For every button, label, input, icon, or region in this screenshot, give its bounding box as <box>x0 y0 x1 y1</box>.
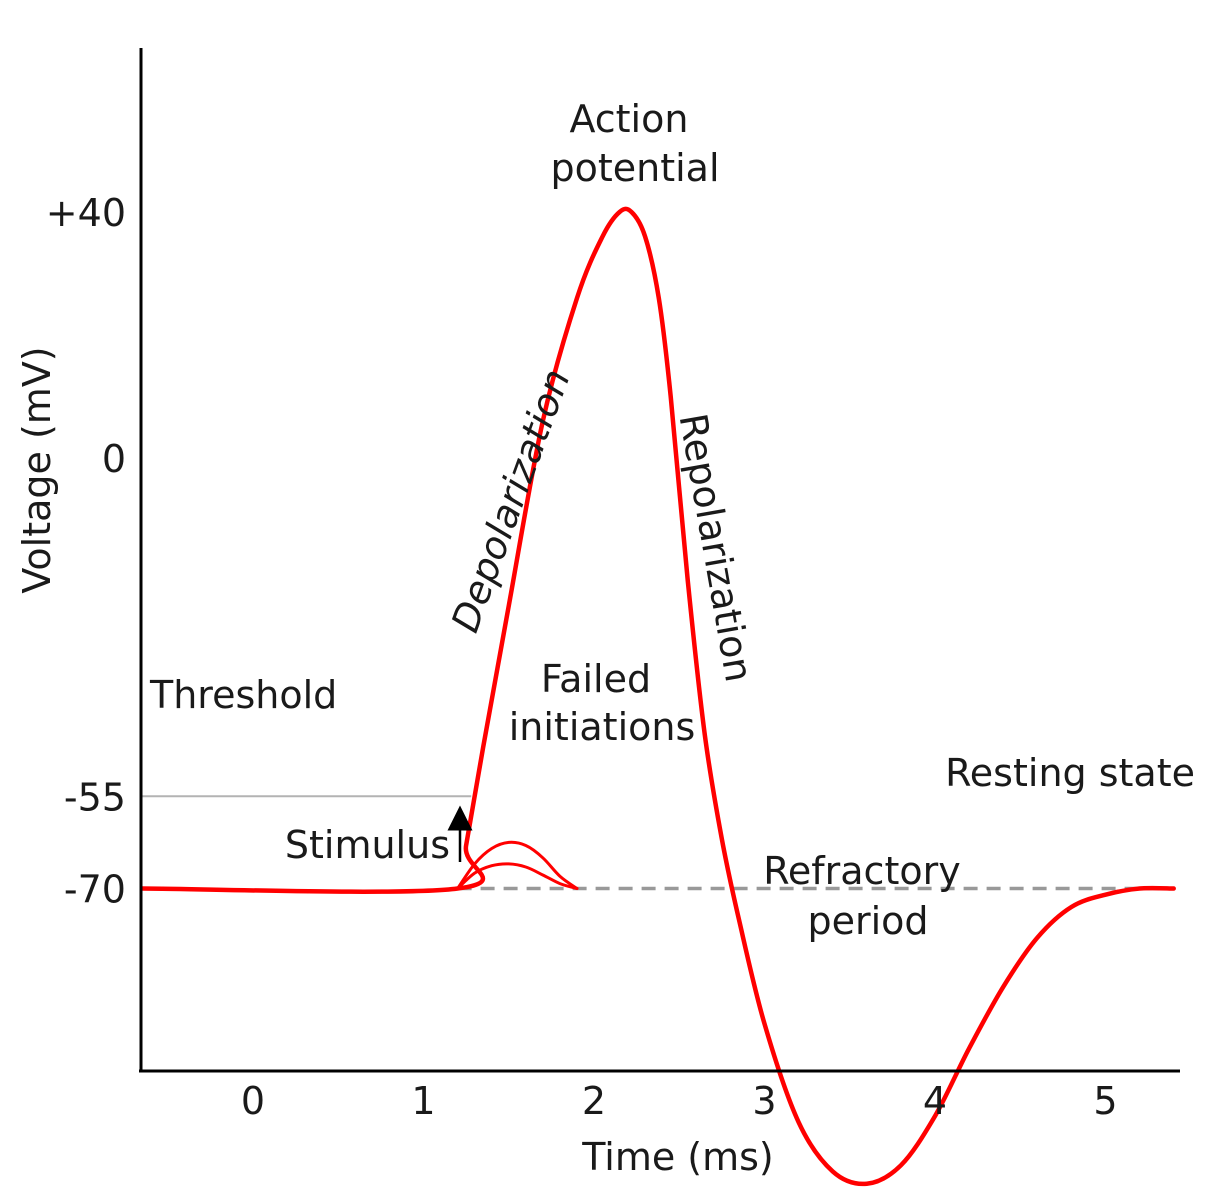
y-tick-label: 0 <box>102 437 126 481</box>
y-tick-label: -55 <box>64 775 126 819</box>
threshold-label: Threshold <box>149 673 337 717</box>
failed-initiations-annotation: Failed initiations <box>509 657 696 749</box>
y-tick-label: -70 <box>64 868 126 912</box>
x-tick-label: 2 <box>582 1079 606 1123</box>
resting-state-label: Resting state <box>945 751 1195 795</box>
stimulus-annotation: Stimulus <box>285 823 450 867</box>
x-tick-label: 5 <box>1093 1079 1117 1123</box>
failed-initiation-trace-2 <box>456 862 579 890</box>
y-tick-label: +40 <box>46 191 126 235</box>
x-tick-labels: 0 1 2 3 4 5 <box>241 1079 1118 1123</box>
x-tick-label: 3 <box>752 1079 776 1123</box>
x-tick-label: 0 <box>241 1079 265 1123</box>
y-axis-label: Voltage (mV) <box>15 346 59 593</box>
voltage-traces <box>139 206 1176 1187</box>
x-axis-label: Time (ms) <box>581 1135 774 1179</box>
action-potential-annotation: Action potential <box>550 97 719 190</box>
action-potential-trace <box>139 206 1176 1187</box>
refractory-period-annotation: Refractory period <box>763 849 973 943</box>
failed-initiation-trace-1 <box>456 840 579 890</box>
x-tick-label: 4 <box>923 1079 947 1123</box>
x-tick-label: 1 <box>411 1079 435 1123</box>
y-tick-labels: +40 0 -55 -70 <box>46 191 126 912</box>
